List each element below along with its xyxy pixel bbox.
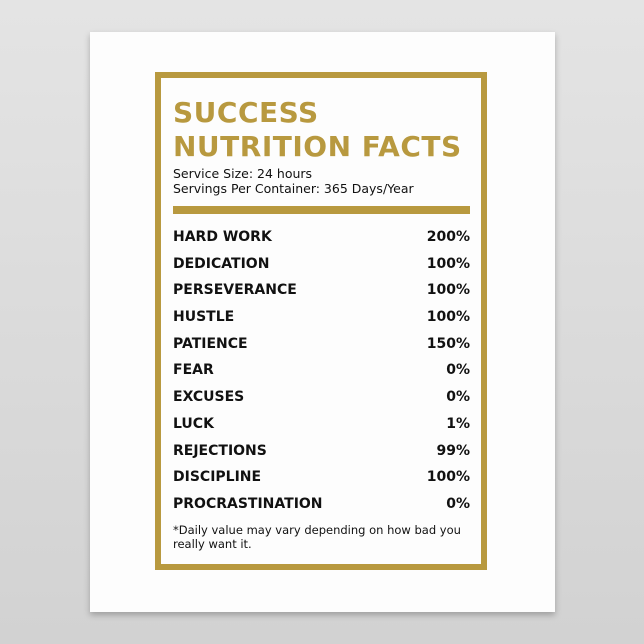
- fact-value: 0%: [446, 495, 470, 512]
- fact-value: 0%: [446, 362, 470, 379]
- facts-list: HARD WORK 200% DEDICATION 100% PERSEVERANCE 1…: [173, 226, 470, 520]
- fact-row: FEAR 0%: [173, 359, 470, 386]
- servings-per-container: Servings Per Container: 365 Days/Year: [173, 181, 414, 196]
- title-line-2: NUTRITION FACTS: [173, 130, 462, 163]
- fact-value: 150%: [426, 335, 470, 352]
- fact-row: PERSEVERANCE 100%: [173, 279, 470, 306]
- fact-label: DEDICATION: [173, 255, 270, 272]
- fact-label: REJECTIONS: [173, 442, 267, 459]
- fact-label: PROCRASTINATION: [173, 495, 323, 512]
- fact-label: PATIENCE: [173, 335, 248, 352]
- fact-label: HUSTLE: [173, 309, 235, 326]
- serving-size: Service Size: 24 hours: [173, 166, 313, 181]
- fact-label: FEAR: [173, 362, 214, 379]
- label-frame: [155, 72, 487, 570]
- footnote: *Daily value may vary depending on how b…: [173, 523, 461, 551]
- poster: [90, 32, 555, 612]
- fact-row: PROCRASTINATION 0%: [173, 493, 470, 520]
- serving-info: Service Size: 24 hours Servings Per Cont…: [173, 166, 414, 196]
- title-line-1: SUCCESS: [173, 96, 319, 129]
- fact-row: DISCIPLINE 100%: [173, 466, 470, 493]
- poster-title: SUCCESS NUTRITION FACTS: [173, 96, 462, 164]
- fact-value: 200%: [426, 229, 470, 245]
- fact-label: HARD WORK: [173, 229, 272, 245]
- fact-row: REJECTIONS 99%: [173, 440, 470, 467]
- fact-value: 100%: [426, 309, 470, 326]
- fact-value: 99%: [436, 442, 470, 459]
- fact-label: PERSEVERANCE: [173, 282, 297, 299]
- fact-value: 100%: [426, 255, 470, 272]
- fact-label: EXCUSES: [173, 389, 245, 406]
- fact-value: 0%: [446, 389, 470, 406]
- fact-value: 100%: [426, 469, 470, 486]
- fact-row: EXCUSES 0%: [173, 386, 470, 413]
- fact-row: HUSTLE 100%: [173, 306, 470, 333]
- fact-row: LUCK 1%: [173, 413, 470, 440]
- fact-row: DEDICATION 100%: [173, 253, 470, 280]
- fact-row: HARD WORK 200%: [173, 226, 470, 253]
- fact-value: 1%: [446, 415, 470, 432]
- fact-label: DISCIPLINE: [173, 469, 262, 486]
- fact-row: PATIENCE 150%: [173, 333, 470, 360]
- fact-value: 100%: [426, 282, 470, 299]
- fact-label: LUCK: [173, 415, 214, 432]
- divider-bar: [173, 206, 470, 214]
